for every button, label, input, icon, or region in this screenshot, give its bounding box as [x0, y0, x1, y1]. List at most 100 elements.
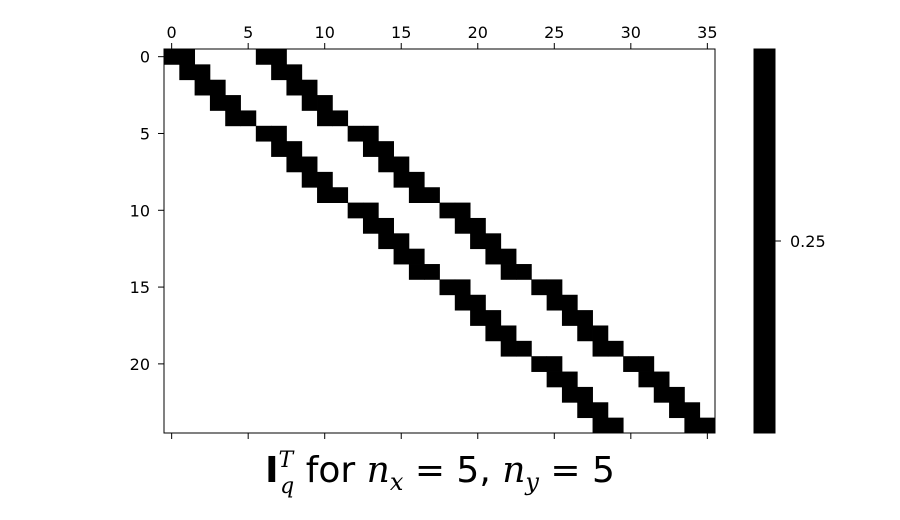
y-tick-label-0: 0	[140, 48, 150, 67]
matrix-cell-r18-c27	[577, 325, 593, 342]
matrix-cell-r19-c22	[500, 340, 517, 357]
matrix-cell-r20-c25	[546, 356, 563, 372]
matrix-cell-r1-c7	[271, 64, 287, 81]
title-superscript: T	[278, 448, 295, 473]
colorbar-bar	[753, 48, 776, 434]
matrix-cell-r17-c26	[561, 310, 578, 326]
title-symbol: I	[265, 450, 278, 491]
matrix-cell-r7-c15	[393, 156, 410, 173]
matrix-cell-r23-c34	[684, 402, 701, 419]
matrix-cell-r14-c17	[424, 264, 440, 280]
matrix-cell-r18-c22	[500, 325, 517, 342]
x-tick-label-20: 20	[468, 23, 488, 42]
matrix-cell-r18-c28	[592, 325, 609, 342]
matrix-cell-r24-c34	[684, 417, 701, 434]
title-nx-variable: n	[367, 450, 390, 491]
matrix-cell-r22-c32	[653, 386, 670, 403]
colorbar: 0.25	[753, 48, 826, 434]
matrix-cell-r6-c13	[362, 141, 379, 157]
matrix-cell-r6-c7	[271, 141, 287, 157]
title-nx-subscript: x	[390, 468, 404, 496]
matrix-cell-r24-c29	[607, 417, 624, 434]
matrix-cell-r8-c15	[393, 171, 410, 188]
matrix-cell-r5-c13	[362, 125, 379, 142]
matrix-cell-r16-c26	[561, 294, 578, 311]
x-tick-label-0: 0	[167, 23, 177, 42]
chart-title: IT q for nx = 5, ny = 5	[265, 448, 615, 499]
matrix-cell-r24-c28	[592, 417, 609, 434]
title-ny-variable: n	[502, 450, 525, 491]
y-tick-label-20: 20	[130, 355, 150, 374]
matrix-cell-r9-c11	[332, 187, 349, 203]
x-tick-label-15: 15	[391, 23, 411, 42]
matrix-cell-r9-c16	[408, 187, 425, 203]
matrix-cell-r12-c14	[378, 233, 394, 250]
title-ny-equals: = 5	[539, 450, 615, 491]
matrix-cell-r19-c29	[607, 340, 624, 357]
matrix-cell-r16-c20	[470, 294, 486, 311]
matrix-cells	[164, 49, 716, 434]
matrix-cell-r17-c27	[577, 310, 593, 326]
matrix-cell-r4-c11	[332, 110, 349, 127]
x-axis: 0 5 10 15 20 25 30 35	[167, 23, 718, 49]
matrix-cell-r0-c1	[179, 49, 196, 65]
matrix-cell-r2-c3	[209, 79, 226, 96]
matrix-cell-r10-c13	[362, 202, 379, 219]
matrix-cell-r10-c12	[347, 202, 364, 219]
matrix-cell-r21-c31	[638, 371, 655, 388]
matrix-cell-r9-c10	[317, 187, 333, 203]
x-tick-label-30: 30	[621, 23, 641, 42]
matrix-cell-r9-c17	[424, 187, 440, 203]
matrix-cell-r14-c16	[408, 264, 425, 280]
matrix-cell-r11-c14	[378, 217, 394, 234]
matrix-cell-r8-c10	[317, 171, 333, 188]
matrix-cell-r21-c25	[546, 371, 563, 388]
matrix-cell-r19-c28	[592, 340, 609, 357]
matrix-cell-r17-c21	[485, 310, 502, 326]
matrix-cell-r1-c8	[286, 64, 303, 81]
matrix-cell-r5-c7	[271, 125, 287, 142]
matrix-cell-r12-c20	[470, 233, 486, 250]
matrix-cell-r7-c8	[286, 156, 303, 173]
matrix-cell-r2-c8	[286, 79, 303, 96]
plot-frame	[163, 48, 716, 434]
matrix-cell-r11-c13	[362, 217, 379, 234]
matrix-cell-r3-c10	[317, 95, 333, 111]
matrix-cell-r16-c19	[454, 294, 471, 311]
x-tick-label-5: 5	[243, 23, 253, 42]
matrix-cell-r20-c31	[638, 356, 655, 372]
matrix-cell-r21-c32	[653, 371, 670, 388]
y-axis: 0 5 10 15 20	[130, 48, 164, 374]
matrix-cell-r15-c25	[546, 279, 563, 296]
matrix-cell-r17-c20	[470, 310, 486, 326]
matrix-cell-r18-c21	[485, 325, 502, 342]
matrix-cell-r1-c1	[179, 64, 196, 81]
matrix-cell-r15-c24	[531, 279, 548, 296]
matrix-cell-r0-c6	[255, 49, 272, 65]
matrix-cell-r4-c4	[225, 110, 241, 127]
matrix-cell-r22-c33	[669, 386, 685, 403]
matrix-cell-r13-c21	[485, 248, 502, 265]
matrix-cell-r3-c4	[225, 95, 241, 111]
matrix-cell-r22-c26	[561, 386, 578, 403]
matrix-cell-r0-c0	[164, 49, 180, 65]
x-tick-label-35: 35	[697, 23, 717, 42]
matrix-cell-r5-c6	[255, 125, 272, 142]
x-tick-label-10: 10	[315, 23, 335, 42]
matrix-cell-r19-c23	[516, 340, 532, 357]
matrix-cell-r3-c3	[209, 95, 226, 111]
matrix-cell-r14-c23	[516, 264, 532, 280]
matrix-cell-r10-c19	[454, 202, 471, 219]
title-subscript: q	[280, 474, 294, 499]
matrix-cell-r2-c9	[301, 79, 318, 96]
matrix-cell-r8-c16	[408, 171, 425, 188]
colorbar-tick-label: 0.25	[790, 232, 826, 251]
matrix-cell-r7-c14	[378, 156, 394, 173]
matrix-cell-r8-c9	[301, 171, 318, 188]
title-for-text: for	[294, 450, 366, 491]
y-tick-label-5: 5	[140, 124, 150, 143]
matrix-cell-r5-c12	[347, 125, 364, 142]
matrix-cell-r24-c35	[699, 417, 716, 434]
matrix-cell-r22-c27	[577, 386, 593, 403]
